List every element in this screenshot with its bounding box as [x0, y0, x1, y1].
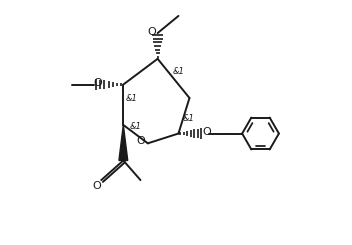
- Text: O: O: [92, 181, 101, 191]
- Text: &1: &1: [126, 94, 138, 102]
- Text: &1: &1: [130, 122, 141, 131]
- Text: O: O: [93, 78, 102, 87]
- Text: O: O: [147, 27, 156, 37]
- Text: &1: &1: [182, 114, 194, 123]
- Text: O: O: [202, 127, 211, 136]
- Polygon shape: [119, 125, 128, 160]
- Text: O: O: [137, 136, 145, 146]
- Text: &1: &1: [172, 67, 184, 75]
